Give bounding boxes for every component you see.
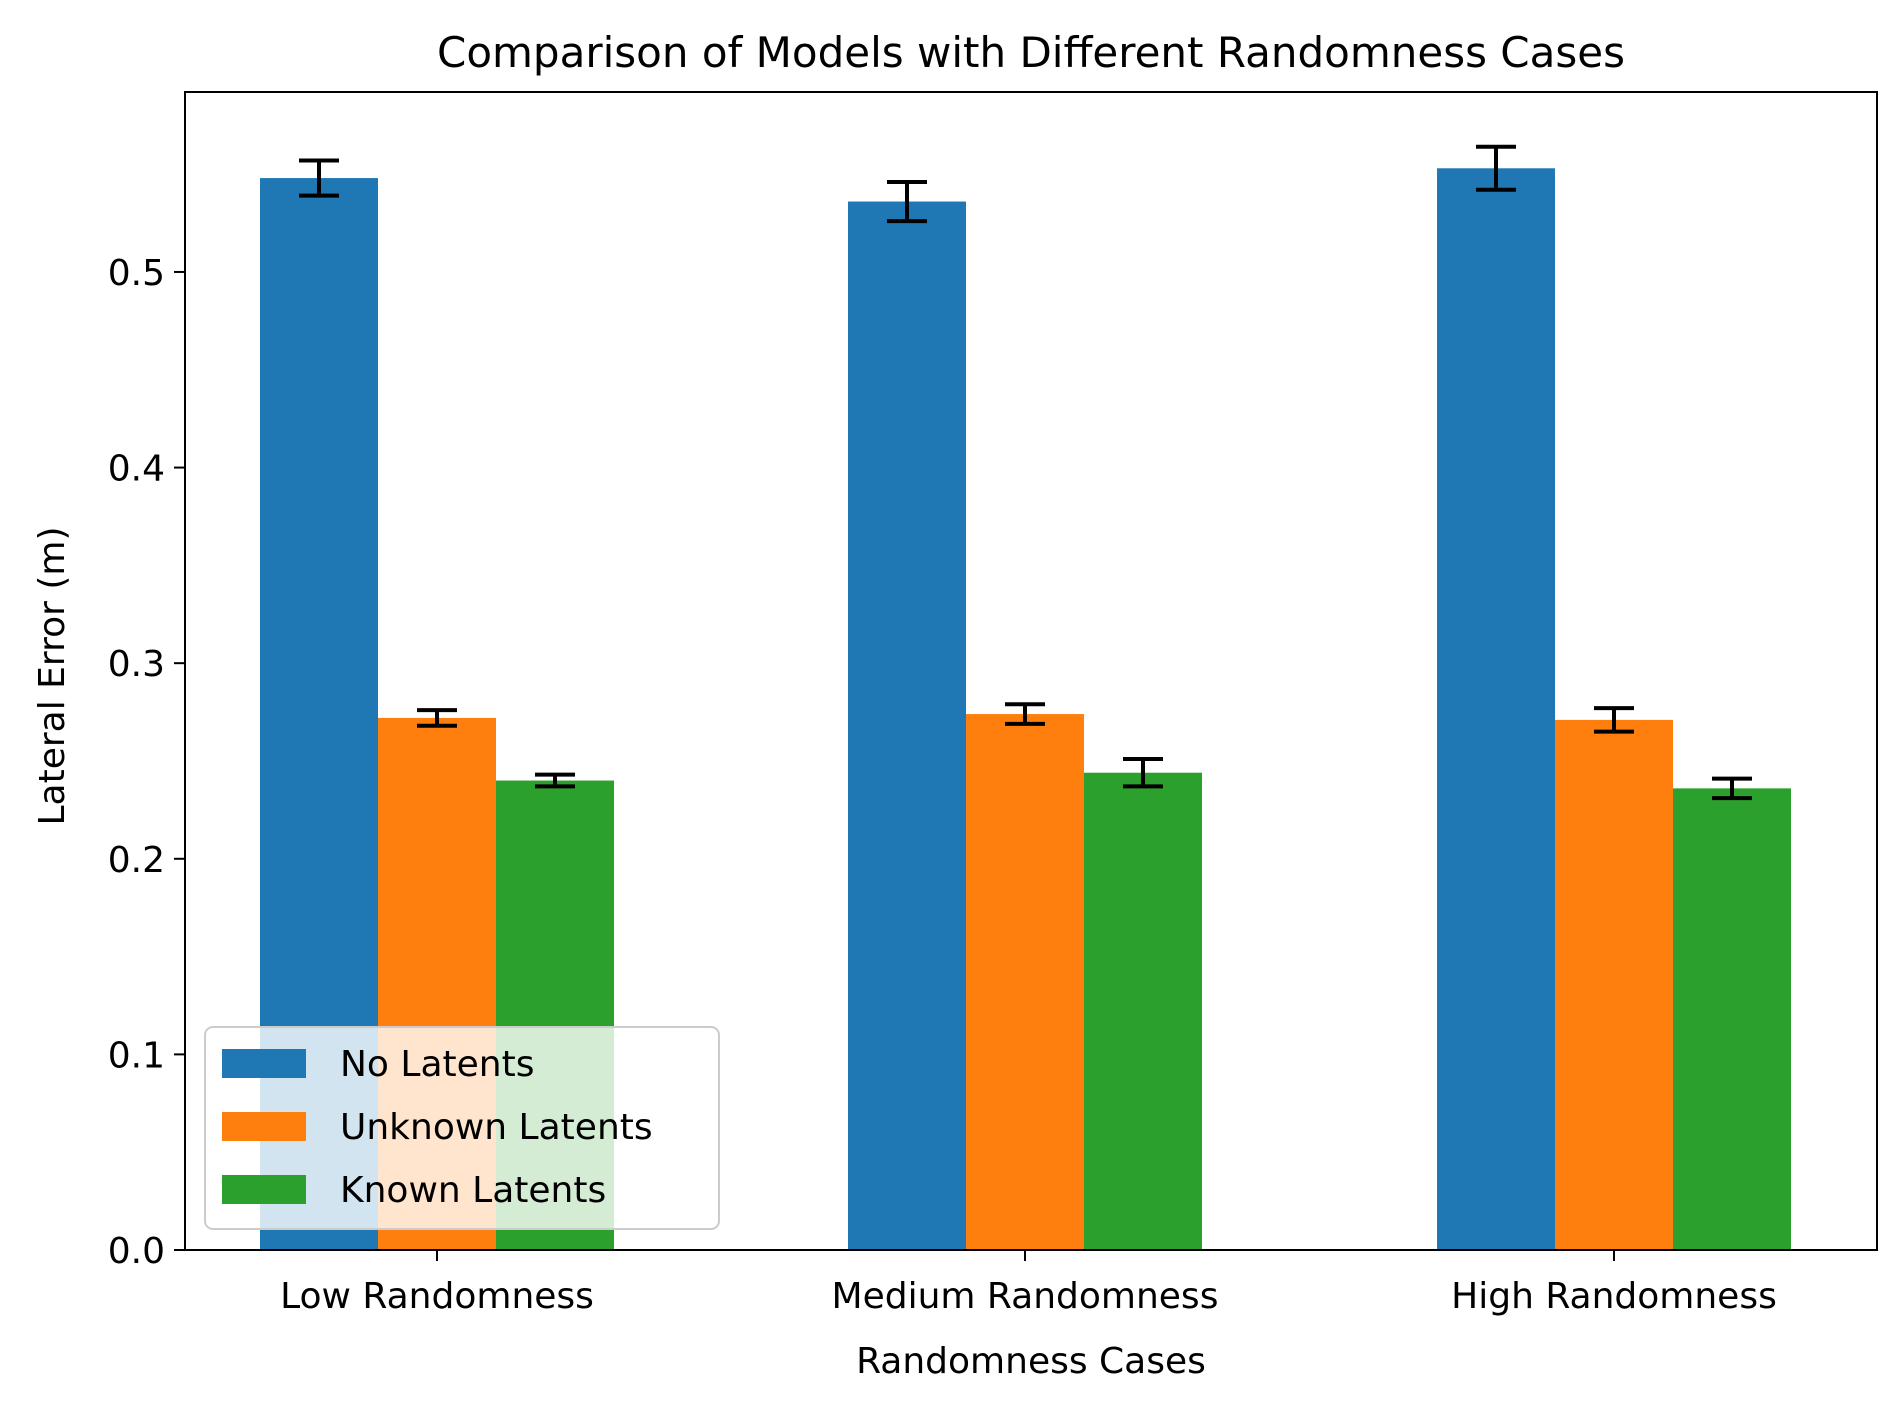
bar-known-latents-3 <box>1673 788 1791 1250</box>
bar-no-latents-3 <box>1437 168 1555 1251</box>
legend-swatch-known-latents <box>222 1175 306 1204</box>
chart-title: Comparison of Models with Different Rand… <box>437 28 1625 77</box>
y-tick-label: 0.1 <box>108 1035 165 1076</box>
y-tick-label: 0.5 <box>108 253 165 294</box>
bar-unknown-latents-2 <box>966 714 1084 1250</box>
bar-unknown-latents-3 <box>1555 719 1673 1250</box>
bar-known-latents-2 <box>1084 772 1202 1250</box>
error-bar-unknown-latents-2 <box>1005 702 1045 726</box>
error-bar-unknown-latents-3 <box>1594 706 1634 734</box>
error-bar-unknown-latents-1 <box>417 708 457 728</box>
bar-no-latents-2 <box>848 201 966 1251</box>
error-bar-known-latents-2 <box>1123 757 1163 789</box>
error-bar-no-latents-2 <box>887 179 927 224</box>
x-axis-label: Randomness Cases <box>856 1341 1206 1382</box>
y-tick-label: 0.2 <box>108 840 165 881</box>
legend-label-unknown-latents: Unknown Latents <box>340 1107 653 1148</box>
x-tick-label: Medium Randomness <box>832 1276 1219 1317</box>
legend-swatch-unknown-latents <box>222 1112 306 1141</box>
legend-box <box>204 1026 720 1230</box>
legend-label-known-latents: Known Latents <box>340 1170 606 1211</box>
error-bar-known-latents-3 <box>1712 776 1752 801</box>
legend-swatch-no-latents <box>222 1049 306 1078</box>
y-tick-label: 0.3 <box>108 644 165 685</box>
bars-layer <box>260 168 1791 1251</box>
x-tick-label: Low Randomness <box>280 1276 594 1317</box>
y-tick-label: 0.0 <box>108 1231 165 1272</box>
legend-label-no-latents: No Latents <box>340 1044 534 1085</box>
plot-frame <box>184 91 1878 1251</box>
axes-layer: 0.0 0.1 0.2 0.3 0.4 0.5 Low Randomness Medium R… <box>108 91 1878 1317</box>
error-bar-no-latents-1 <box>299 158 339 198</box>
y-axis-label: Lateral Error (m) <box>32 526 73 825</box>
y-tick-label: 0.4 <box>108 449 165 490</box>
legend: No Latents Unknown Latents Known Latents <box>204 1026 720 1230</box>
error-bar-no-latents-3 <box>1476 144 1516 192</box>
x-tick-label: High Randomness <box>1451 1276 1777 1317</box>
error-bar-known-latents-1 <box>535 772 575 789</box>
error-bars-layer <box>299 144 1752 801</box>
